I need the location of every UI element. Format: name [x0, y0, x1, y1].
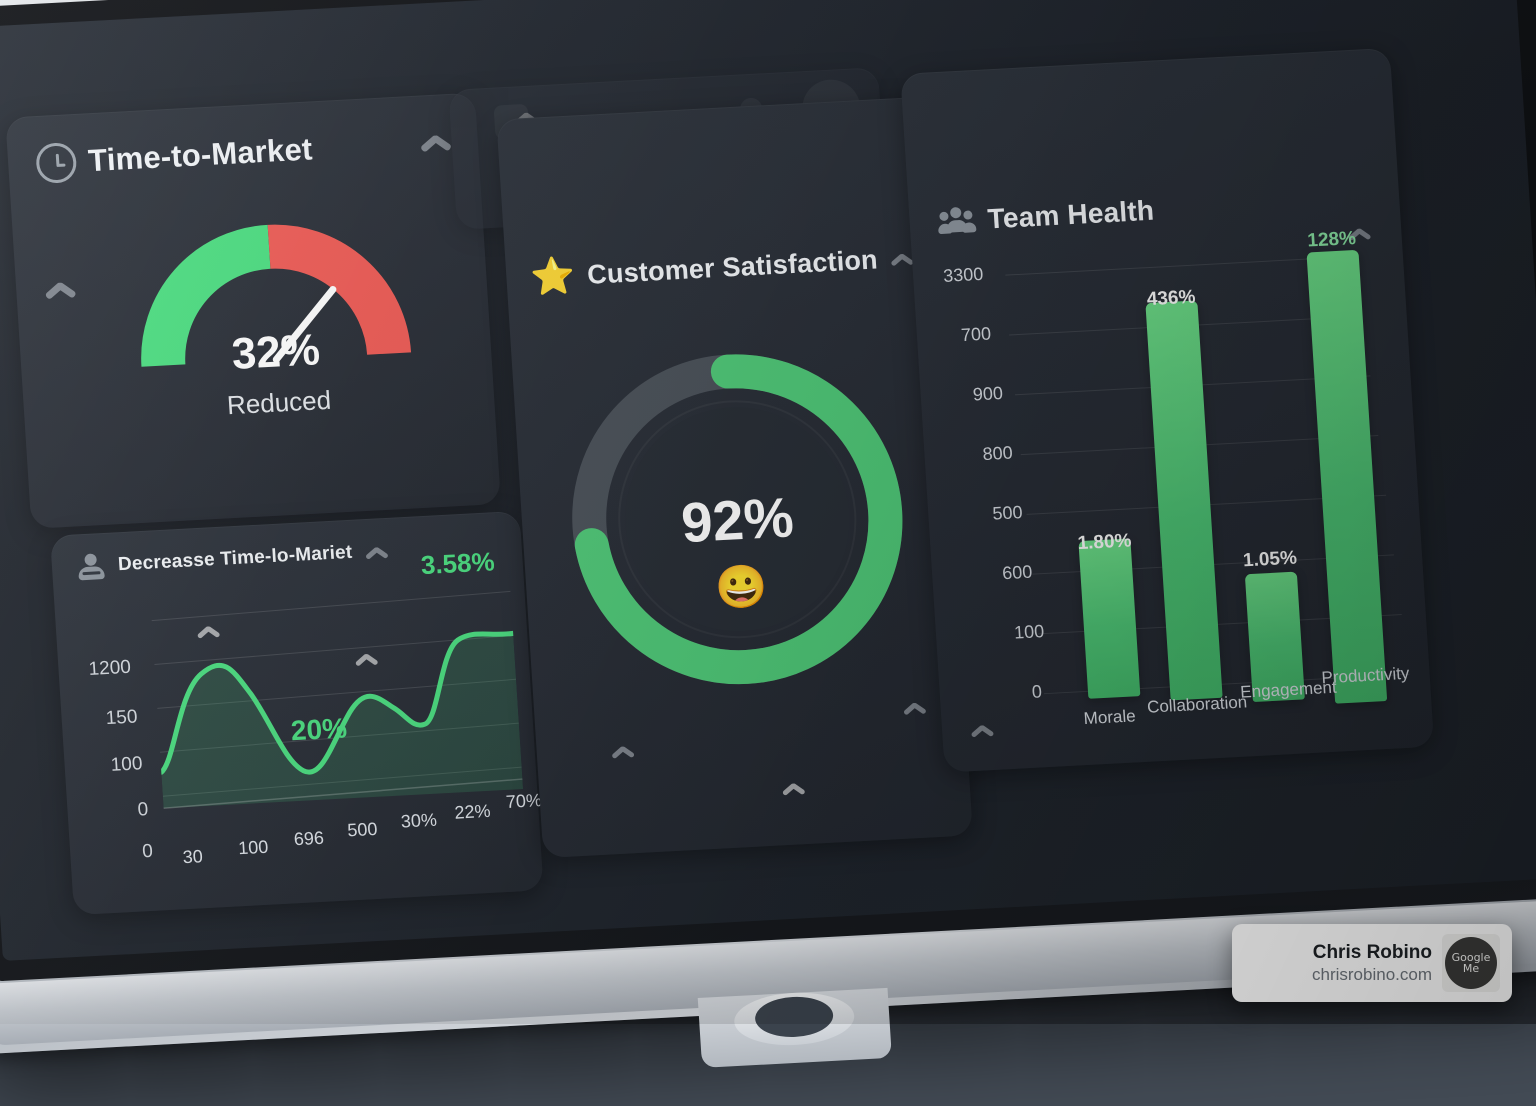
watermark-card: Chris Robino chrisrobino.com Google Me [1232, 924, 1512, 1002]
bar-value-collaboration: 436% [1121, 285, 1222, 312]
chevron-up-icon-csat-b[interactable] [781, 780, 808, 795]
gauge-time-to-market: 32% Reduced [124, 202, 420, 387]
gauge-caption: Reduced [135, 380, 423, 426]
grid-line [1005, 257, 1345, 276]
area-xtick-4: 30% [400, 810, 437, 833]
chevron-up-icon-csat-bl[interactable] [610, 743, 637, 758]
dashboard: Time-to-Market 32% Reduced [0, 0, 1536, 961]
area-xtick-5: 22% [454, 801, 491, 824]
card-title-decrease-ttm: Decreasse Time-lo-Mariet [117, 542, 353, 576]
bar-ytick-2: 900 [972, 383, 1003, 406]
bar-ytick-7: 0 [1031, 681, 1042, 702]
card-time-to-market[interactable]: Time-to-Market 32% Reduced [5, 93, 501, 529]
area-ytick-1: 150 [105, 706, 138, 730]
bar-value-productivity: 128% [1281, 227, 1382, 254]
area-chart-value-badge: 3.58% [420, 546, 496, 581]
area-xtick-0: 30 [182, 846, 203, 868]
area-ytick-0: 1200 [88, 657, 132, 681]
card-customer-satisfaction[interactable]: ⭐ Customer Satisfaction 92% 😀 [496, 97, 973, 858]
area-chart-svg [150, 583, 524, 832]
watermark-name: Chris Robino [1312, 941, 1432, 965]
watermark-text: Chris Robino chrisrobino.com [1312, 941, 1432, 986]
card-header-time-to-market: Time-to-Market [35, 122, 455, 184]
bar-productivity[interactable] [1306, 250, 1387, 704]
chevron-up-icon-csat-br[interactable] [902, 699, 929, 714]
bar-ytick-4: 500 [992, 502, 1023, 525]
monitor-stand-neck [698, 988, 892, 1068]
bar-ytick-5: 600 [1002, 562, 1033, 585]
people-icon [937, 206, 977, 236]
clock-icon [35, 142, 77, 184]
area-inline-value: 20% [290, 712, 348, 747]
card-team-health[interactable]: Team Health 3300 700 900 [900, 48, 1434, 773]
bar-value-engagement: 1.05% [1219, 546, 1320, 573]
google-me-logo: Google Me [1445, 937, 1497, 989]
area-xtick-1: 100 [238, 837, 269, 860]
watermark-url: chrisrobino.com [1312, 964, 1432, 985]
bar-value-morale: 1.80% [1054, 529, 1155, 556]
bar-collaboration[interactable] [1145, 300, 1222, 700]
card-title-customer-satisfaction: Customer Satisfaction [586, 244, 878, 290]
card-title-time-to-market: Time-to-Market [87, 131, 313, 179]
chevron-up-icon-ttm[interactable] [419, 133, 454, 153]
card-decrease-time-to-market[interactable]: Decreasse Time-lo-Mariet 3.58% 1200 150 … [50, 511, 544, 915]
bar-ytick-1: 700 [960, 324, 991, 347]
area-xtick-6: 70% [505, 790, 542, 813]
person-icon [75, 553, 107, 581]
bar-ytick-3: 800 [982, 443, 1013, 466]
monitor-device: Time-to-Market 32% Reduced [0, 0, 1536, 1055]
bar-category-collaboration: Collaboration [1146, 692, 1247, 717]
card-title-team-health: Team Health [987, 195, 1155, 236]
area-xtick-3: 500 [347, 819, 378, 842]
background-scene: Time-to-Market 32% Reduced [0, 0, 1536, 1024]
badge-line-2: Me [1463, 963, 1479, 974]
monitor-screen: Time-to-Market 32% Reduced [0, 0, 1536, 961]
area-xtick-2: 696 [293, 828, 324, 851]
chevron-up-icon-team-health-bl[interactable] [970, 722, 997, 737]
area-ytick-2: 100 [110, 753, 143, 777]
watermark-badge: Google Me [1442, 934, 1500, 992]
bar-ytick-0: 3300 [943, 264, 984, 287]
donut-customer-satisfaction: 92% 😀 [554, 311, 921, 728]
bar-morale[interactable] [1078, 538, 1140, 698]
bar-category-productivity: Productivity [1321, 664, 1410, 689]
area-ytick-3: 0 [137, 799, 149, 822]
star-icon: ⭐ [529, 258, 576, 296]
card-header-customer-satisfaction: ⭐ Customer Satisfaction [529, 239, 917, 295]
chevron-up-icon-ttm-left[interactable] [44, 280, 79, 300]
chevron-up-icon-decrease-ttm[interactable] [364, 544, 391, 559]
bar-ytick-6: 100 [1013, 621, 1044, 644]
area-ytick-4: 0 [142, 841, 154, 864]
bar-category-morale: Morale [1083, 706, 1136, 729]
